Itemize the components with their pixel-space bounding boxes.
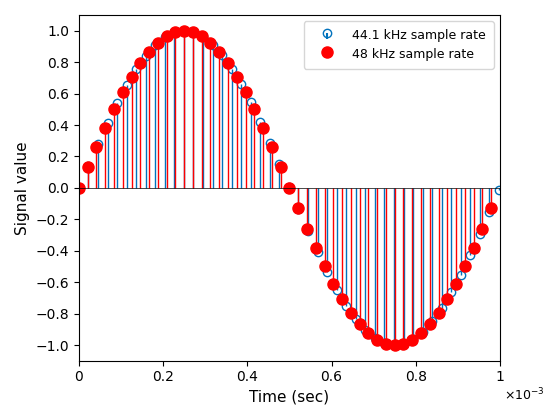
Text: $\times10^{-3}$: $\times10^{-3}$ (504, 387, 545, 403)
Legend: 44.1 kHz sample rate, 48 kHz sample rate: 44.1 kHz sample rate, 48 kHz sample rate (304, 21, 494, 68)
Y-axis label: Signal value: Signal value (15, 141, 30, 235)
X-axis label: Time (sec): Time (sec) (249, 390, 329, 405)
